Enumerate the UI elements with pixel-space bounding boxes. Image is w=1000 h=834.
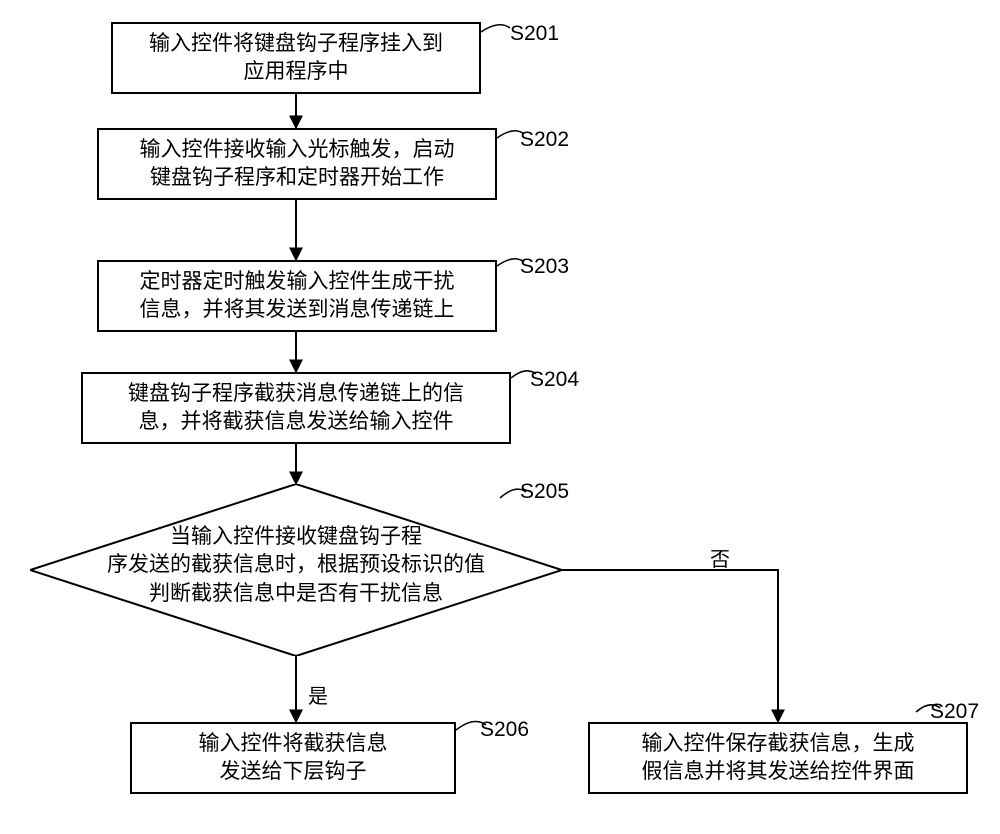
branch-label-yes: 是 [308,680,328,709]
process-s207-text: 输入控件保存截获信息，生成假信息并将其发送给控件界面 [642,730,915,787]
step-label-s203: S203 [520,255,569,279]
process-s204: 键盘钩子程序截获消息传递链上的信息，并将截获信息发送给输入控件 [81,372,511,444]
branch-label-no: 否 [710,543,730,572]
process-s201: 输入控件将键盘钩子程序挂入到应用程序中 [111,22,481,94]
decision-s205-text: 当输入控件接收键盘钩子程序发送的截获信息时，根据预设标识的值判断截获信息中是否有… [80,523,512,608]
step-label-s202: S202 [520,128,569,152]
step-label-s205: S205 [520,480,569,504]
step-label-s206: S206 [480,718,529,742]
process-s206: 输入控件将截获信息发送给下层钩子 [130,722,456,794]
step-label-s201: S201 [510,22,559,46]
flowchart-canvas: 输入控件将键盘钩子程序挂入到应用程序中 S201 输入控件接收输入光标触发，启动… [0,0,1000,834]
process-s204-text: 键盘钩子程序截获消息传递链上的信息，并将截获信息发送给输入控件 [128,380,464,437]
process-s203: 定时器定时触发输入控件生成干扰信息，并将其发送到消息传递链上 [97,260,497,332]
step-label-s204: S204 [530,368,579,392]
process-s202-text: 输入控件接收输入光标触发，启动键盘钩子程序和定时器开始工作 [140,136,455,193]
process-s207: 输入控件保存截获信息，生成假信息并将其发送给控件界面 [588,722,968,794]
process-s203-text: 定时器定时触发输入控件生成干扰信息，并将其发送到消息传递链上 [140,268,455,325]
process-s201-text: 输入控件将键盘钩子程序挂入到应用程序中 [149,30,443,87]
process-s202: 输入控件接收输入光标触发，启动键盘钩子程序和定时器开始工作 [97,128,497,200]
step-label-s207: S207 [930,700,979,724]
process-s206-text: 输入控件将截获信息发送给下层钩子 [199,730,388,787]
